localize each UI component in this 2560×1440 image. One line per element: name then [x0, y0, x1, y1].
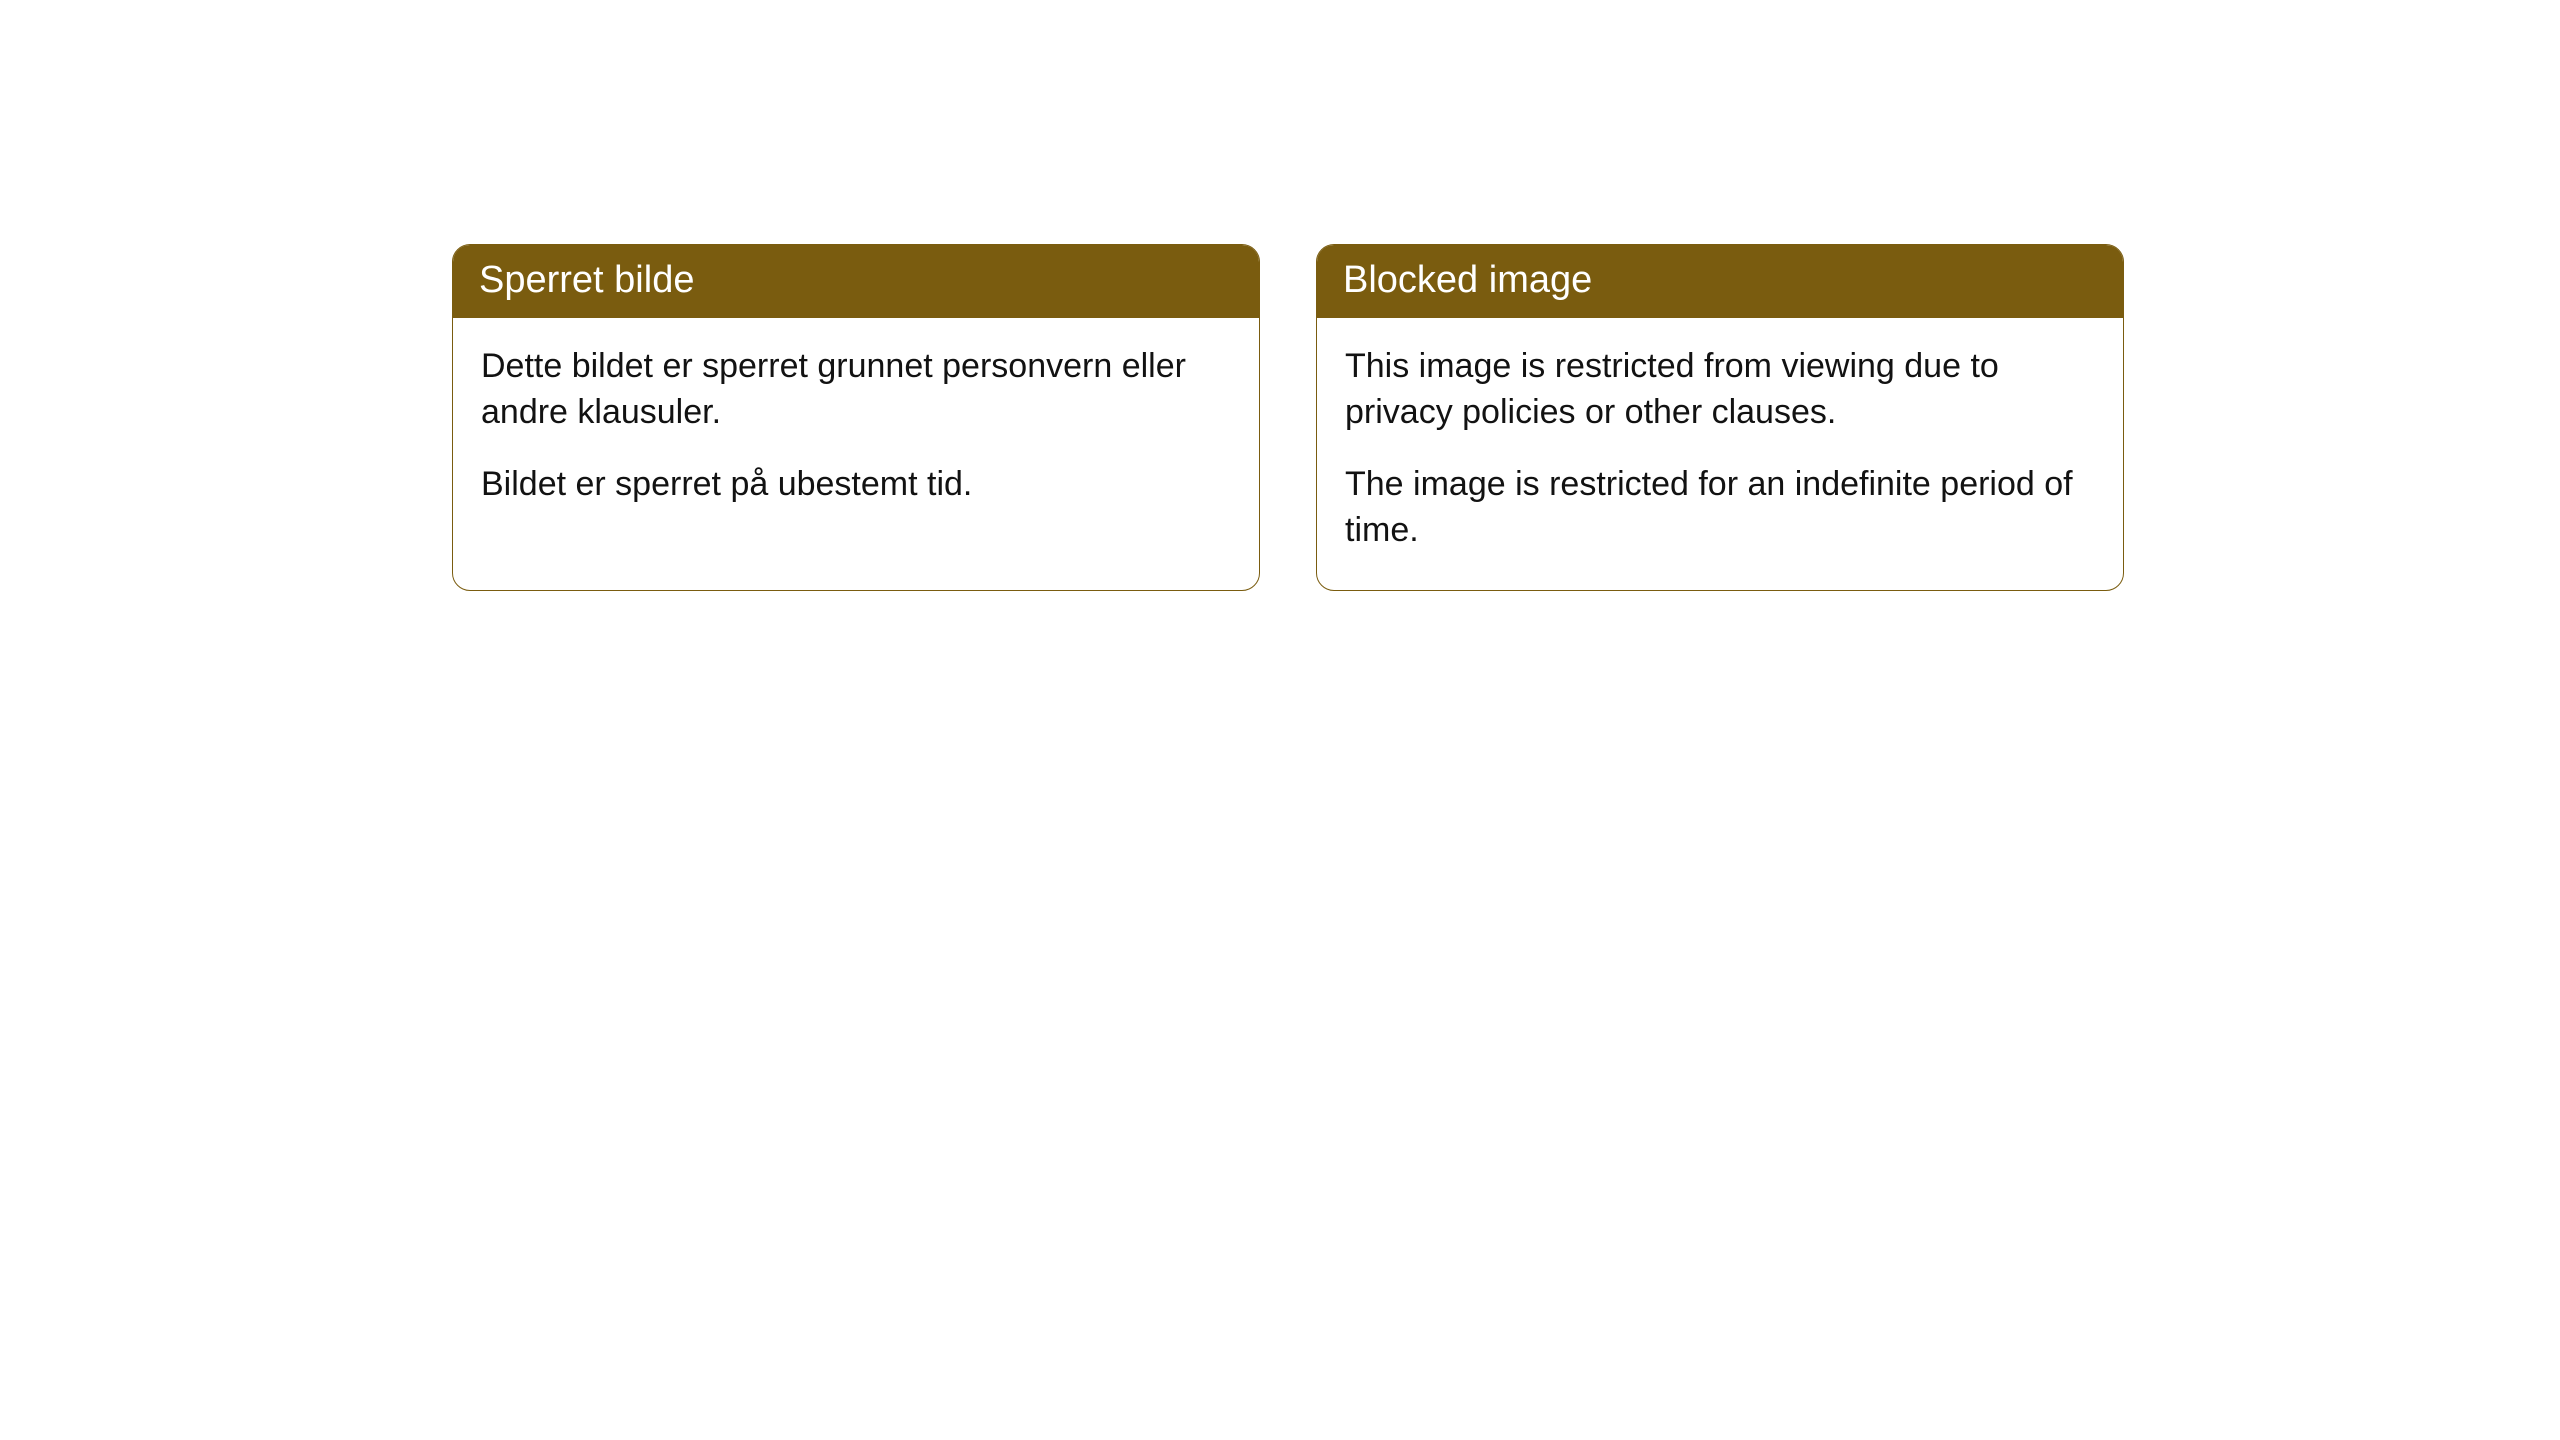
card-paragraph: Dette bildet er sperret grunnet personve… — [481, 344, 1231, 436]
card-paragraph: This image is restricted from viewing du… — [1345, 344, 2095, 436]
card-title: Sperret bilde — [479, 259, 694, 301]
card-body: Dette bildet er sperret grunnet personve… — [453, 318, 1259, 544]
card-title: Blocked image — [1343, 259, 1592, 301]
notice-card-english: Blocked image This image is restricted f… — [1316, 244, 2124, 591]
notice-cards-container: Sperret bilde Dette bildet er sperret gr… — [452, 244, 2124, 591]
card-header: Blocked image — [1317, 245, 2123, 318]
notice-card-norwegian: Sperret bilde Dette bildet er sperret gr… — [452, 244, 1260, 591]
card-paragraph: Bildet er sperret på ubestemt tid. — [481, 462, 1231, 508]
card-paragraph: The image is restricted for an indefinit… — [1345, 462, 2095, 554]
card-header: Sperret bilde — [453, 245, 1259, 318]
card-body: This image is restricted from viewing du… — [1317, 318, 2123, 590]
